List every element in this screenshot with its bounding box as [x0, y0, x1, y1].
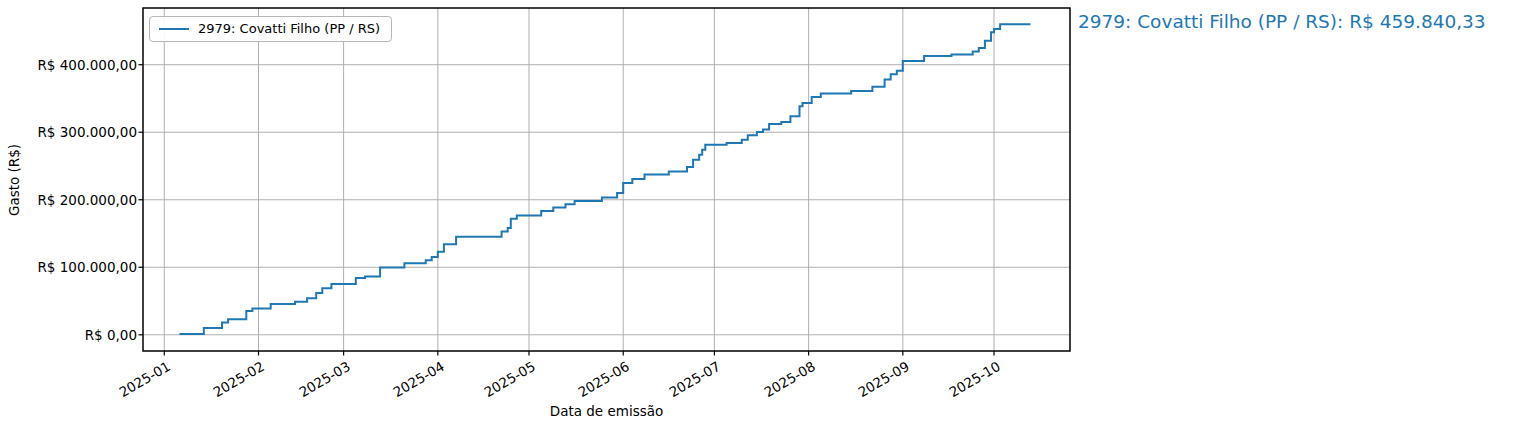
y-tick-label: R$ 300.000,00: [5, 124, 137, 140]
y-tick-label: R$ 0,00: [5, 327, 137, 343]
legend-label: 2979: Covatti Filho (PP / RS): [198, 21, 380, 36]
total-annotation: 2979: Covatti Filho (PP / RS): R$ 459.84…: [1078, 11, 1486, 32]
y-tick-label: R$ 400.000,00: [5, 57, 137, 73]
y-tick-label: R$ 100.000,00: [5, 259, 137, 275]
y-tick-label: R$ 200.000,00: [5, 192, 137, 208]
chart-figure: Gasto (R$) Data de emissão 2979: Covatti…: [0, 0, 1518, 430]
legend-line-swatch: [159, 28, 189, 30]
legend: 2979: Covatti Filho (PP / RS): [149, 16, 392, 42]
plot-border: [143, 8, 1070, 351]
